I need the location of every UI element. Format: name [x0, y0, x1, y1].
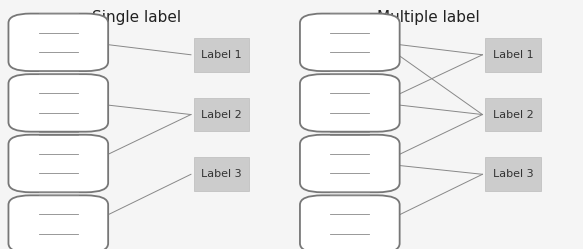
Text: Label 1: Label 1 — [493, 50, 533, 60]
FancyBboxPatch shape — [300, 14, 400, 71]
FancyBboxPatch shape — [9, 195, 108, 249]
Bar — [485, 38, 540, 72]
Text: Label 1: Label 1 — [201, 50, 242, 60]
Bar — [194, 98, 250, 131]
Bar — [485, 157, 540, 191]
Text: Multiple label: Multiple label — [377, 10, 480, 25]
FancyBboxPatch shape — [300, 135, 400, 192]
Text: Label 2: Label 2 — [201, 110, 242, 120]
FancyBboxPatch shape — [300, 74, 400, 132]
FancyBboxPatch shape — [9, 135, 108, 192]
FancyBboxPatch shape — [9, 74, 108, 132]
Bar — [194, 157, 250, 191]
FancyBboxPatch shape — [9, 14, 108, 71]
Bar — [194, 38, 250, 72]
Text: Label 3: Label 3 — [493, 169, 533, 179]
Text: Label 2: Label 2 — [493, 110, 533, 120]
Bar — [485, 98, 540, 131]
Text: Label 3: Label 3 — [201, 169, 242, 179]
Text: Single label: Single label — [93, 10, 181, 25]
FancyBboxPatch shape — [300, 195, 400, 249]
